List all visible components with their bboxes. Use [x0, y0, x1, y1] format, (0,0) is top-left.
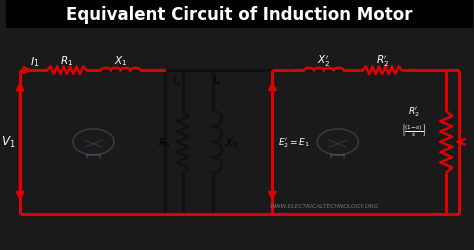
Text: $\left[\frac{(1\!-\!s)}{s}\right]$: $\left[\frac{(1\!-\!s)}{s}\right]$ [401, 122, 426, 137]
Text: $R_0$: $R_0$ [158, 136, 171, 149]
FancyBboxPatch shape [6, 1, 474, 28]
Text: $R_1$: $R_1$ [60, 54, 73, 68]
Text: $V_1$: $V_1$ [1, 135, 16, 150]
Text: $R_2'$: $R_2'$ [376, 53, 389, 68]
Text: $X_1$: $X_1$ [114, 54, 128, 68]
Text: $I_\omega$: $I_\omega$ [172, 75, 182, 87]
Text: WWW.ELECTRICALTECHNOLOGY.ORG: WWW.ELECTRICALTECHNOLOGY.ORG [269, 203, 378, 208]
Text: $I_\varphi$: $I_\varphi$ [213, 74, 222, 88]
Text: $I_1$: $I_1$ [30, 55, 40, 68]
Text: $X_2'$: $X_2'$ [317, 53, 330, 68]
Text: $R_2'$: $R_2'$ [408, 105, 419, 118]
Text: $E_2'=E_1$: $E_2'=E_1$ [278, 136, 310, 149]
Text: $X_0$: $X_0$ [225, 136, 238, 149]
Text: Equivalent Circuit of Induction Motor: Equivalent Circuit of Induction Motor [66, 6, 413, 24]
